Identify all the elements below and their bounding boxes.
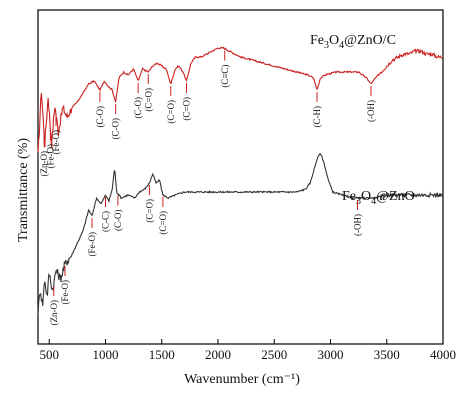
annotation-label: (Fe-O): [51, 130, 61, 155]
x-tick-label: 1000: [93, 347, 119, 362]
x-tick-label: 2500: [261, 347, 287, 362]
label-top-part-5: @ZnO/C: [344, 33, 396, 48]
annotation-layer: (Zn-O)(Fe-O)(Fe-O)(C-O)(C-O)(C-O) (C=O)(C…: [39, 50, 376, 326]
label-top-part-3: O: [329, 33, 339, 48]
annotation-label: (Zn-O): [49, 300, 59, 326]
x-tick-label: 3500: [374, 347, 400, 362]
series-layer: [37, 46, 444, 316]
annotation-label: (Zn-O): [39, 151, 49, 177]
annotation-label: (Fe-O): [60, 280, 70, 305]
x-axis-title: Wavenumber (cm⁻¹): [184, 372, 300, 387]
label-bottom-part-5: @ZnO: [376, 189, 415, 204]
series-line-2: [37, 153, 444, 316]
annotation-label: (-OH): [353, 214, 363, 236]
plot-frame: [37, 9, 444, 345]
annotation-label: (C-O): [133, 97, 143, 119]
series-label-bottom: Fe3O4@ZnO: [342, 189, 415, 207]
label-top-part-2: 3: [324, 40, 329, 51]
x-tick-label: 4000: [430, 347, 456, 362]
series-label-top: Fe3O4@ZnO/C: [310, 33, 396, 51]
annotation-label: (C-O): [111, 118, 121, 140]
label-bottom-part-1: Fe: [342, 189, 356, 204]
x-tick-label: 3000: [318, 347, 344, 362]
series-line-1: [37, 46, 444, 153]
label-bottom-part-2: 3: [356, 196, 361, 207]
annotation-label: (C-H): [312, 106, 322, 128]
x-tick-label: 2000: [205, 347, 231, 362]
annotation-label: (C=O): [143, 88, 153, 112]
annotation-label: (C=O): [182, 97, 192, 121]
label-top-part-1: Fe: [310, 33, 324, 48]
annotation-label: (C≡C): [220, 65, 230, 88]
x-axis-ticks: 500 1000 1500 2000 2500 3000 3500 4000: [40, 339, 456, 362]
x-tick-label: 500: [40, 347, 60, 362]
annotation-label: (C-O): [95, 106, 105, 128]
annotation-label: (C-O): [113, 210, 123, 232]
x-tick-label: 1500: [149, 347, 175, 362]
label-bottom-part-3: O: [361, 189, 371, 204]
label-top-part-4: 4: [339, 40, 344, 51]
y-axis-title: Transmittance (%): [16, 138, 31, 242]
label-bottom-part-4: 4: [371, 196, 376, 207]
annotation-label: (C=O): [158, 211, 168, 235]
annotation-label: (C=O): [144, 199, 154, 223]
annotation-label: (C=O): [166, 100, 176, 124]
annotation-label: (-OH): [366, 100, 376, 122]
annotation-label: (C-C): [101, 211, 111, 232]
annotation-label: (Fe-O): [87, 232, 97, 257]
annotation-label: (Fe-O): [45, 144, 55, 169]
